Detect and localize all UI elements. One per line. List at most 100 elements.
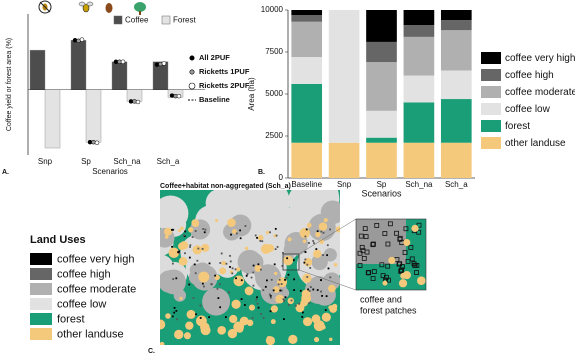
other-landuse-patch (274, 271, 278, 276)
legend-swatch (30, 283, 52, 295)
bar-segment (291, 15, 323, 22)
coffee-high-patch (171, 228, 173, 231)
inset-coffee-patch (371, 241, 376, 247)
x-tick-label: Baseline (291, 180, 322, 189)
inset-coffee-patch (371, 269, 377, 274)
other-landuse-patch (318, 222, 328, 231)
coffee-high-patch (308, 290, 311, 292)
coffee-high-patch (302, 311, 304, 314)
bar-segment (440, 142, 472, 178)
coffee-high-patch (273, 263, 276, 266)
coffee-high-patch (243, 304, 246, 306)
legend-label: Baseline (199, 95, 230, 104)
inset-coffee-patch (416, 229, 422, 235)
coffee-high-patch (277, 283, 280, 286)
other-landuse-patch (160, 341, 165, 345)
coffee-high-patch (308, 242, 310, 244)
y-axis-title: Coffee yield or forest area (%) (6, 38, 13, 131)
coffee-high-patch (239, 237, 242, 240)
bee-wing (86, 1, 94, 7)
coffee-high-patch (171, 262, 174, 265)
coffee-high-patch (290, 299, 293, 302)
coffee-high-patch (231, 267, 234, 270)
coffee-high-patch (218, 283, 221, 286)
legend-label: coffee very high (57, 253, 134, 265)
other-landuse-patch (180, 226, 184, 231)
coffee-high-patch (224, 316, 227, 319)
other-landuse-patch (333, 262, 338, 267)
bar-segment (403, 25, 435, 37)
coffee-high-patch (189, 246, 191, 248)
other-landuse-patch (174, 329, 184, 340)
coffee-high-patch (312, 288, 315, 291)
other-landuse-patch (160, 319, 166, 330)
coffee-high-patch (325, 295, 328, 298)
bar-segment (403, 102, 435, 143)
other-landuse-patch (272, 286, 280, 293)
coffee-high-patch (316, 289, 319, 291)
coffee-low-zone (160, 200, 173, 223)
other-landuse-patch (311, 314, 321, 324)
other-landuse-patch (168, 247, 180, 259)
other-landuse-patch (288, 334, 298, 345)
bar-segment (440, 99, 472, 143)
other-landuse-patch (231, 299, 241, 309)
legend-swatch (481, 103, 501, 115)
x-tick-label: Snp (38, 157, 53, 166)
bar (29, 49, 46, 90)
coffee-high-patch (203, 231, 206, 234)
inset-coffee-patch (374, 223, 380, 228)
bar-segment (366, 41, 397, 63)
inset-other-patch (382, 280, 388, 286)
x-tick-label: Sp (81, 157, 91, 166)
other-landuse-patch (321, 325, 326, 330)
bar-segment (403, 75, 435, 103)
bar-segment (440, 20, 472, 31)
coffee-high-patch (287, 303, 290, 306)
legend-label: coffee high (505, 70, 554, 81)
inset-caption: forest patches (360, 305, 417, 315)
other-landuse-patch (235, 325, 244, 333)
coffee-high-patch (191, 236, 194, 238)
legend-label: All 2PUF (199, 53, 230, 62)
x-tick-label: Sch_a (157, 157, 180, 166)
other-landuse-patch (227, 218, 236, 227)
coffee-high-patch (279, 289, 282, 292)
coffee-high-patch (283, 300, 286, 302)
coffee-high-patch (255, 298, 258, 301)
bar-segment (366, 142, 397, 178)
bar-segment (440, 10, 472, 21)
legend-label: Forest (173, 16, 196, 25)
bar (44, 89, 61, 149)
coffee-high-patch (204, 228, 207, 231)
other-landuse-patch (178, 242, 186, 251)
coffee-high-patch (281, 265, 284, 267)
coffee-high-patch (229, 260, 232, 263)
other-landuse-patch (163, 227, 173, 236)
coffee-high-patch (259, 268, 262, 271)
other-landuse-patch (231, 228, 237, 234)
coffee-high-patch (315, 248, 318, 251)
coffee-high-patch (329, 276, 332, 279)
inset-coffee-patch (387, 221, 393, 227)
coffee-high-patch (240, 298, 243, 300)
inset-coffee-patch (399, 267, 405, 273)
inset-coffee-patch (359, 244, 365, 250)
bar-segment (440, 70, 472, 100)
other-landuse-patch (185, 321, 194, 330)
legend-marker (189, 55, 195, 61)
inset-coffee-patch (403, 226, 409, 232)
point (79, 37, 85, 42)
legend-swatch (481, 86, 501, 98)
inset-coffee-patch (361, 255, 367, 261)
bar-segment (291, 83, 323, 143)
inset-coffee-patch (385, 241, 391, 247)
coffee-high-patch (202, 228, 205, 230)
bar-segment (291, 10, 323, 16)
other-landuse-patch (265, 230, 270, 235)
legend-label: Ricketts 2PUF (199, 81, 250, 90)
legend-swatch (30, 268, 52, 280)
other-landuse-patch (266, 244, 275, 252)
other-landuse-patch (265, 336, 275, 345)
coffee-high-patch (219, 262, 222, 264)
